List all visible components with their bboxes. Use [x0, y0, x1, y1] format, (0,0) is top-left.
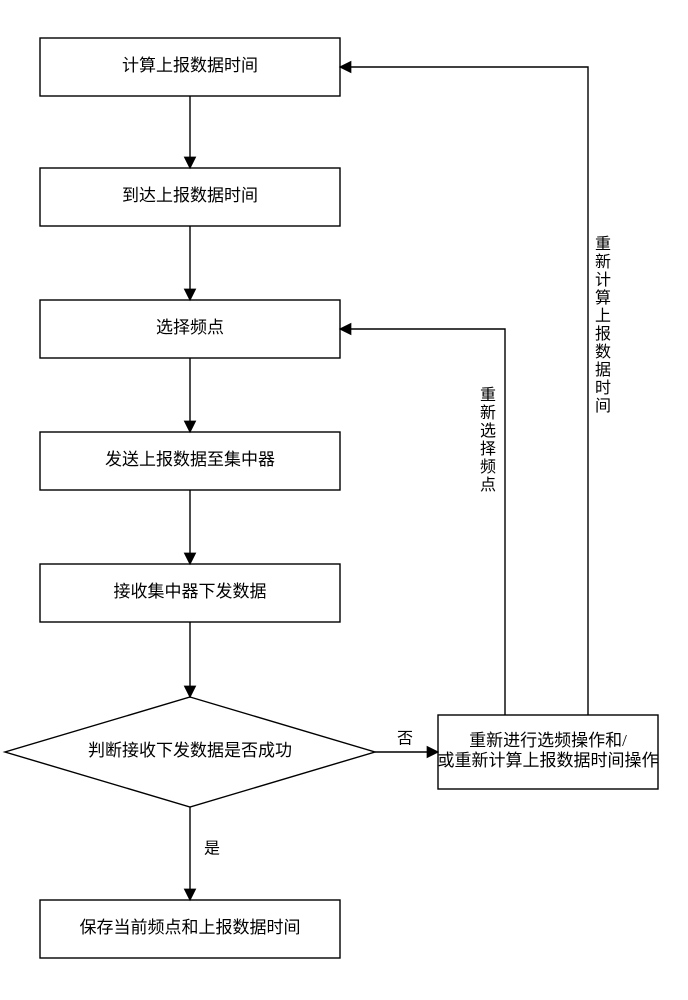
flow-feedback-label-0-2: 选 [480, 422, 496, 440]
flow-decision-text-n6: 判断接收下发数据是否成功 [88, 741, 292, 760]
flow-node-text-n7-1: 或重新计算上报数据时间操作 [438, 751, 659, 770]
flow-feedback-label-1-5: 报 [595, 325, 611, 343]
flow-feedback-label-0-4: 频 [480, 458, 496, 476]
flow-feedback-label-1-4: 上 [595, 307, 611, 325]
flow-node-text-n1: 计算上报数据时间 [122, 56, 258, 75]
flow-feedback-label-1-7: 据 [595, 361, 611, 379]
flow-feedback-label-0-3: 择 [480, 440, 496, 458]
flow-node-text-n8: 保存当前频点和上报数据时间 [80, 918, 301, 937]
flow-feedback-edge-1 [340, 67, 588, 715]
flow-edge-label-5: 是 [204, 841, 220, 858]
flow-feedback-label-1-3: 算 [595, 288, 611, 307]
flow-feedback-label-1-2: 计 [595, 271, 611, 289]
flow-feedback-label-1-0: 重 [595, 235, 611, 253]
flow-feedback-label-1-9: 间 [595, 397, 611, 415]
flow-feedback-label-0-5: 点 [480, 476, 496, 494]
flow-feedback-label-1-8: 时 [595, 379, 611, 397]
flow-node-text-n5: 接收集中器下发数据 [114, 582, 267, 601]
flow-node-text-n7-0: 重新进行选频操作和/ [469, 731, 627, 750]
flow-node-text-n4: 发送上报数据至集中器 [105, 450, 275, 469]
flow-node-text-n3: 选择频点 [156, 318, 224, 337]
flow-node-text-n2: 到达上报数据时间 [122, 186, 258, 205]
flow-feedback-label-1-1: 新 [595, 253, 611, 271]
flow-feedback-label-0-1: 新 [480, 404, 496, 422]
flow-feedback-label-0-0: 重 [480, 386, 496, 404]
flow-edge-label-6: 否 [397, 731, 413, 748]
flow-feedback-label-1-6: 数 [595, 343, 611, 361]
